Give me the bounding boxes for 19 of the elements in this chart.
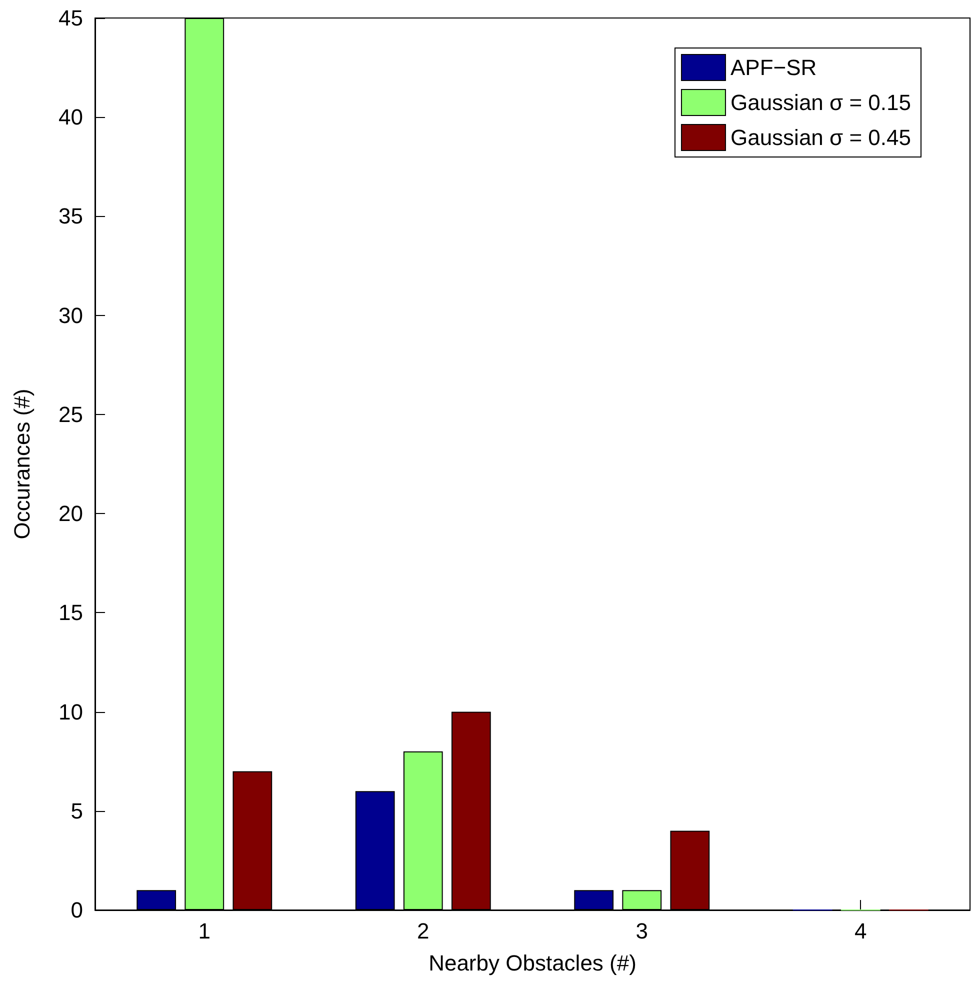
legend-label: Gaussian σ = 0.15 <box>730 90 912 115</box>
y-tick-label: 0 <box>70 898 83 922</box>
y-tick-label: 20 <box>58 501 83 526</box>
legend-label: Gaussian σ = 0.45 <box>730 125 912 150</box>
y-tick-label: 10 <box>58 699 83 724</box>
x-tick-label: 2 <box>417 918 430 944</box>
y-tick-label: 25 <box>58 402 83 427</box>
y-axis-title: Occurances (#) <box>10 388 34 540</box>
legend-label: APF−SR <box>730 55 817 80</box>
x-tick-label: 4 <box>854 918 867 944</box>
y-tick-label: 30 <box>58 302 83 328</box>
y-tick-label: 35 <box>58 204 83 229</box>
y-tick-label: 40 <box>58 104 83 130</box>
y-tick-label: 15 <box>58 600 83 626</box>
x-tick-label: 3 <box>636 918 648 944</box>
x-tick-label: 1 <box>198 918 210 944</box>
x-axis-title: Nearby Obstacles (#) <box>428 950 636 976</box>
y-tick-label: 45 <box>58 6 83 30</box>
y-tick-label: 5 <box>70 798 83 824</box>
